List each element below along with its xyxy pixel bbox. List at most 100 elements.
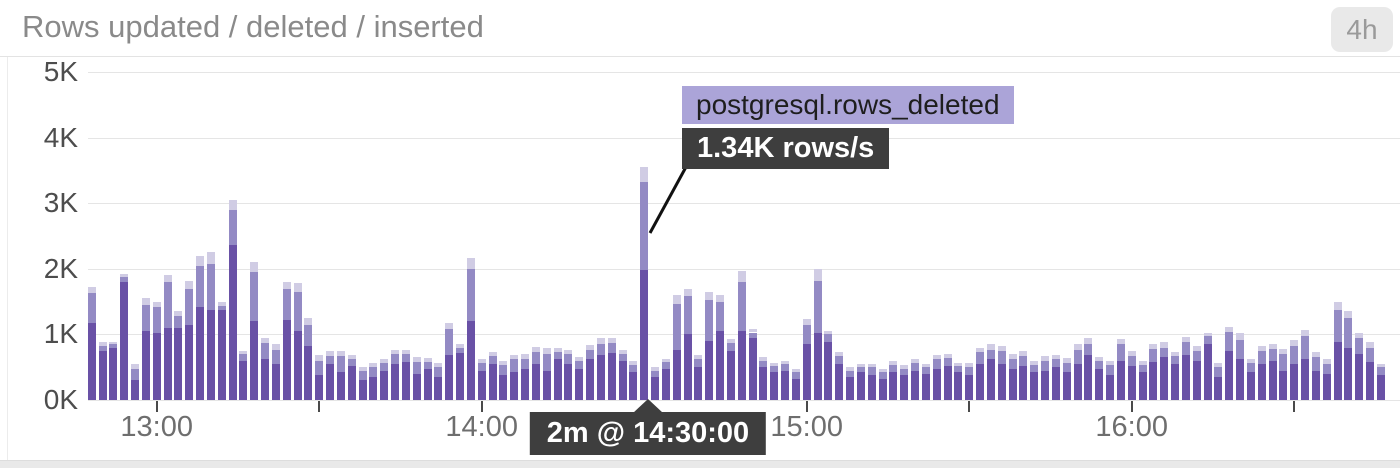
bar-segment-inserted — [1257, 345, 1266, 351]
bar-segment-deleted — [1127, 356, 1136, 366]
bar-segment-inserted — [1116, 339, 1125, 345]
bar-segment-deleted — [87, 293, 96, 323]
bar-segment-inserted — [185, 280, 194, 289]
bar-segment-updated — [856, 372, 865, 400]
bar-segment-inserted — [120, 274, 129, 278]
bar-segment-deleted — [1279, 354, 1288, 371]
bar-segment-deleted — [1073, 349, 1082, 364]
bar-segment-updated — [986, 359, 995, 400]
bar-segment-inserted — [1062, 358, 1071, 363]
bar-segment-inserted — [152, 301, 161, 307]
bar-segment-updated — [867, 375, 876, 400]
bar-segment-updated — [607, 352, 616, 400]
bar-segment-deleted — [791, 372, 800, 379]
bar-segment-deleted — [217, 305, 226, 311]
bar-segment-inserted — [336, 350, 345, 356]
bar-segment-inserted — [748, 329, 757, 333]
bar-segment-inserted — [1149, 343, 1158, 349]
bar-segment-inserted — [618, 350, 627, 355]
bar-segment-deleted — [683, 296, 692, 335]
bar-segment-inserted — [293, 283, 302, 292]
bar-segment-inserted — [369, 363, 378, 368]
bar-segment-updated — [271, 363, 280, 400]
bar-segment-updated — [943, 365, 952, 400]
bar-segment-inserted — [1008, 354, 1017, 359]
bar-segment-deleted — [1084, 343, 1093, 356]
time-range-button[interactable]: 4h — [1331, 7, 1393, 52]
bar-segment-updated — [1095, 368, 1104, 400]
bar-segment-inserted — [217, 302, 226, 306]
bar-segment-deleted — [1062, 362, 1071, 373]
bar-segment-updated — [152, 333, 161, 400]
bar-segment-updated — [1311, 370, 1320, 400]
bar-segment-deleted — [499, 365, 508, 376]
bar-segment-deleted — [412, 362, 421, 374]
bar-segment-inserted — [531, 346, 540, 353]
bar-segment-deleted — [932, 358, 941, 369]
bar-segment-updated — [326, 363, 334, 400]
bar-segment-updated — [1106, 375, 1114, 400]
bar-segment-updated — [228, 244, 237, 400]
bar-segment-updated — [412, 373, 421, 400]
bar-segment-deleted — [228, 209, 237, 245]
bar-segment-updated — [694, 367, 703, 400]
bar-segment-updated — [185, 324, 194, 400]
bar-segment-updated — [206, 310, 215, 400]
bar-segment-deleted — [1225, 332, 1234, 351]
bar-segment-deleted — [911, 362, 919, 371]
bar-segment-deleted — [206, 264, 215, 311]
bar-segment-inserted — [1073, 344, 1082, 350]
bar-segment-updated — [813, 333, 822, 400]
bar-segment-updated — [98, 350, 107, 400]
bar-segment-updated — [1127, 365, 1136, 400]
bar-segment-deleted — [986, 349, 995, 360]
bar-segment-updated — [120, 281, 129, 400]
bar-segment-inserted — [976, 347, 984, 353]
bar-segment-deleted — [976, 352, 984, 364]
bar-segment-deleted — [488, 356, 497, 364]
x-tick-label: 15:00 — [770, 411, 843, 443]
bar-segment-deleted — [1192, 350, 1201, 361]
bar-segment-updated — [315, 375, 324, 400]
bar-segment-deleted — [391, 354, 399, 364]
bar-segment-deleted — [781, 363, 789, 371]
bar-segment-deleted — [1268, 348, 1277, 361]
bar-segment-inserted — [1236, 333, 1244, 340]
bar-segment-deleted — [1030, 364, 1039, 373]
bar-segment-deleted — [618, 354, 627, 361]
bar-segment-deleted — [174, 316, 183, 328]
bar-segment-inserted — [1084, 338, 1093, 344]
bar-segment-deleted — [326, 356, 334, 364]
bar-segment-updated — [1181, 355, 1190, 400]
bar-segment-deleted — [477, 362, 486, 371]
bar-segment-inserted — [889, 360, 898, 365]
bar-segment-deleted — [1376, 367, 1385, 376]
bar-segment-deleted — [239, 354, 248, 361]
bar-segment-inserted — [954, 362, 963, 366]
bar-segment-updated — [1279, 370, 1288, 400]
bar-segment-updated — [846, 377, 854, 400]
bar-segment-deleted — [304, 324, 313, 347]
bar-segment-inserted — [163, 275, 172, 282]
bar-segment-deleted — [369, 367, 378, 377]
bar-segment-inserted — [1311, 352, 1320, 358]
bar-segment-updated — [553, 359, 562, 400]
bar-segment-updated — [250, 321, 259, 400]
bar-segment-updated — [1051, 367, 1060, 400]
bar-segment-deleted — [1116, 344, 1125, 361]
bar-segment-inserted — [1192, 346, 1201, 351]
bar-segment-inserted — [607, 337, 616, 343]
gridline — [88, 72, 1400, 73]
bar-segment-deleted — [575, 360, 584, 369]
bar-segment-updated — [1203, 344, 1212, 400]
bar-segment-updated — [683, 334, 692, 400]
bar-segment-updated — [1008, 368, 1017, 400]
bar-segment-inserted — [1041, 356, 1049, 361]
bar-segment-updated — [141, 331, 150, 400]
bar-segment-deleted — [401, 354, 410, 362]
bar-segment-deleted — [1257, 350, 1266, 364]
x-tick-mark — [805, 401, 808, 412]
bar-segment-deleted — [802, 324, 811, 345]
